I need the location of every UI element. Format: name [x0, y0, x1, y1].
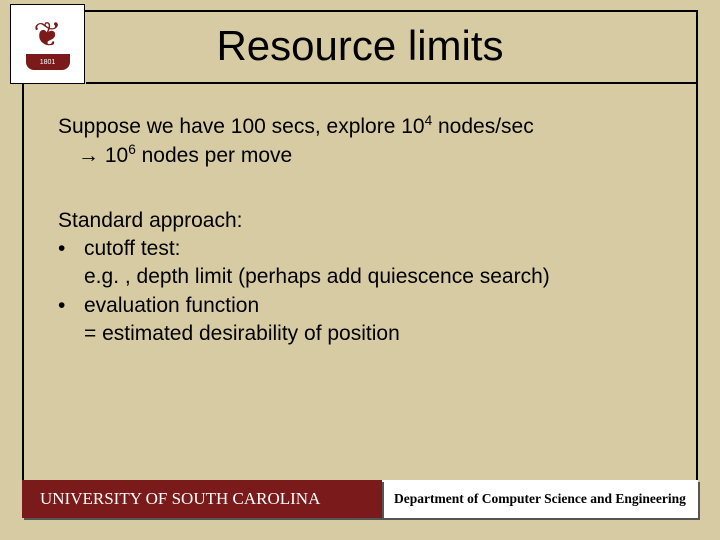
bullet-subtext: = estimated desirability of position: [58, 320, 680, 348]
bullet-item: • cutoff test:: [58, 235, 680, 263]
slide-footer: UNIVERSITY OF SOUTH CAROLINA Department …: [22, 480, 698, 518]
arrow-prefix: → 10: [58, 144, 128, 167]
bullet-marker: •: [58, 235, 84, 263]
approach-section: Standard approach: • cutoff test: e.g. ,…: [58, 207, 680, 349]
palmetto-tree-icon: ❦: [33, 18, 62, 52]
bullet-marker: •: [58, 292, 84, 320]
supposition-line-2: → 106 nodes per move: [58, 141, 680, 170]
text-fragment: Suppose we have 100 secs, explore 10: [58, 115, 425, 138]
approach-label: Standard approach:: [58, 207, 680, 235]
bullet-item: • evaluation function: [58, 292, 680, 320]
bullet-subtext: e.g. , depth limit (perhaps add quiescen…: [58, 263, 680, 291]
slide-title: Resource limits: [0, 22, 720, 70]
slide-body: Suppose we have 100 secs, explore 104 no…: [58, 112, 680, 348]
bullet-head: evaluation function: [84, 292, 259, 320]
footer-university-name: UNIVERSITY OF SOUTH CAROLINA: [22, 480, 382, 518]
university-logo: ❦ 1801: [10, 4, 85, 84]
exponent: 6: [128, 142, 136, 157]
bullet-head: cutoff test:: [84, 235, 181, 263]
text-fragment: nodes per move: [136, 144, 292, 167]
logo-year-badge: 1801: [26, 54, 70, 70]
supposition-line-1: Suppose we have 100 secs, explore 104 no…: [58, 112, 680, 141]
title-underline: [86, 82, 696, 84]
footer-department-name: Department of Computer Science and Engin…: [380, 480, 698, 518]
text-fragment: nodes/sec: [432, 115, 534, 138]
